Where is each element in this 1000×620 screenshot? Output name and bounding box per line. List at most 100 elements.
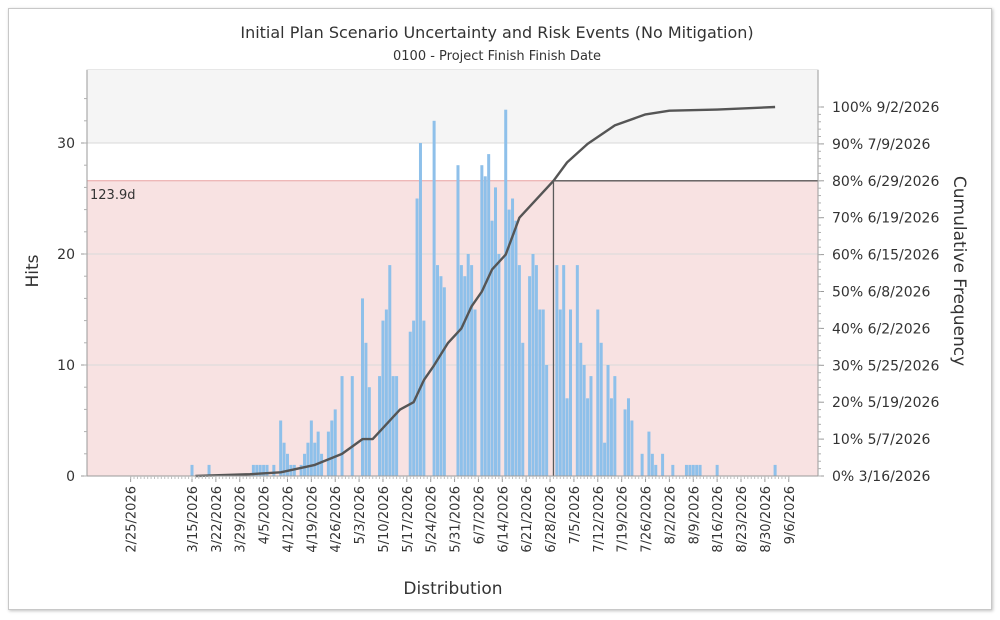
histogram-bar [299, 464, 303, 476]
x-tick-label: 3/15/2026 [186, 486, 201, 553]
histogram-bar [493, 187, 497, 476]
histogram-bar [258, 464, 262, 476]
histogram-bar [511, 198, 515, 476]
x-tick-label: 9/6/2026 [783, 486, 798, 544]
histogram-bar [262, 464, 266, 476]
y2-tick-label: 0% 3/16/2026 [832, 469, 931, 485]
x-tick-label: 8/23/2026 [735, 486, 750, 553]
histogram-bar [698, 464, 702, 476]
histogram-bar [579, 342, 583, 476]
x-tick-label: 5/17/2026 [401, 486, 416, 553]
histogram-bar [640, 453, 644, 476]
y2-tick-label: 60% 6/15/2026 [832, 248, 939, 264]
x-tick-label: 4/12/2026 [281, 486, 296, 553]
x-tick-label: 7/19/2026 [616, 486, 631, 553]
histogram-bar [282, 442, 286, 476]
histogram-bar [531, 254, 535, 476]
histogram-bar [596, 309, 600, 476]
histogram-bar [306, 442, 310, 476]
x-tick-label: 4/5/2026 [258, 486, 273, 544]
histogram-bar [545, 365, 549, 476]
histogram-bar [436, 265, 440, 476]
x-tick-label: 6/21/2026 [520, 486, 535, 553]
histogram-bar [562, 265, 566, 476]
histogram-bar [384, 309, 388, 476]
x-tick-label: 6/28/2026 [544, 486, 559, 553]
histogram-bar [650, 453, 654, 476]
chart-subtitle: 0100 - Project Finish Finish Date [393, 49, 601, 64]
histogram-bar [330, 420, 334, 476]
histogram-bar [316, 431, 320, 476]
histogram-bar [388, 265, 392, 476]
histogram-bar [207, 464, 211, 476]
histogram-bar [381, 320, 385, 476]
histogram-bar [507, 209, 511, 476]
histogram-bar [340, 376, 344, 476]
chart-title: Initial Plan Scenario Uncertainty and Ri… [240, 23, 753, 42]
histogram-bar [517, 265, 521, 476]
x-tick-label: 8/16/2026 [711, 486, 726, 553]
x-tick-label: 4/19/2026 [305, 486, 320, 553]
histogram-bar [466, 254, 470, 476]
histogram-bar [415, 198, 419, 476]
histogram-bar [459, 265, 463, 476]
x-tick-label: 8/9/2026 [687, 486, 702, 544]
histogram-bar [412, 320, 416, 476]
histogram-bar [361, 298, 364, 476]
histogram-bar [418, 143, 422, 476]
y2-tick-label: 40% 6/2/2026 [832, 321, 931, 337]
histogram-bar [715, 464, 719, 476]
histogram-bar [647, 431, 651, 476]
x-tick-label: 8/30/2026 [759, 486, 774, 553]
histogram-bar [313, 442, 317, 476]
histogram-bar [439, 276, 443, 476]
histogram-bar [265, 464, 269, 476]
histogram-bar [661, 453, 665, 476]
y2-tick-label: 100% 9/2/2026 [832, 100, 939, 116]
x-tick-label: 5/3/2026 [353, 486, 368, 544]
histogram-bar [378, 376, 382, 476]
histogram-bar [190, 464, 194, 476]
histogram-bar [528, 276, 532, 476]
x-tick-label: 5/24/2026 [425, 486, 440, 553]
y2-tick-label: 70% 6/19/2026 [832, 211, 939, 227]
histogram-bar [251, 464, 255, 476]
y-tick-label: 0 [66, 469, 75, 485]
histogram-bar [688, 464, 692, 476]
y2-axis-label: Cumulative Frequency [949, 176, 969, 366]
histogram-bar [555, 265, 559, 476]
y2-tick-label: 50% 6/8/2026 [832, 285, 931, 301]
x-tick-label: 3/22/2026 [210, 486, 225, 553]
histogram-bar [654, 464, 658, 476]
histogram-bar [333, 409, 337, 476]
histogram-bar [395, 376, 399, 476]
histogram-bar [695, 464, 699, 476]
histogram-bar [367, 387, 371, 476]
y2-tick-label: 10% 5/7/2026 [832, 432, 931, 448]
histogram-bar [279, 420, 283, 476]
histogram-bar [320, 453, 324, 476]
histogram-bar [671, 464, 675, 476]
histogram-bar [391, 376, 395, 476]
histogram-bar [490, 220, 494, 476]
histogram-bar [456, 165, 460, 476]
histogram-bar [303, 453, 307, 476]
histogram-bar [487, 154, 491, 476]
histogram-bar [613, 376, 617, 476]
x-tick-label: 3/29/2026 [234, 486, 249, 553]
x-tick-label: 2/25/2026 [125, 486, 140, 553]
histogram-bar [606, 365, 610, 476]
histogram-bar [609, 398, 613, 476]
histogram-bar [470, 265, 474, 476]
cumulative-curve [195, 105, 776, 478]
histogram-bar [255, 464, 259, 476]
histogram-bar [504, 109, 508, 476]
x-tick-label: 5/10/2026 [377, 486, 392, 553]
histogram-bar [534, 265, 538, 476]
histogram-bar [575, 265, 579, 476]
histogram-bar [569, 309, 573, 476]
x-tick-label: 8/2/2026 [663, 486, 678, 544]
y2-tick-label: 80% 6/29/2026 [832, 174, 939, 190]
histogram-bar [483, 176, 487, 477]
histogram-bar [285, 453, 289, 476]
